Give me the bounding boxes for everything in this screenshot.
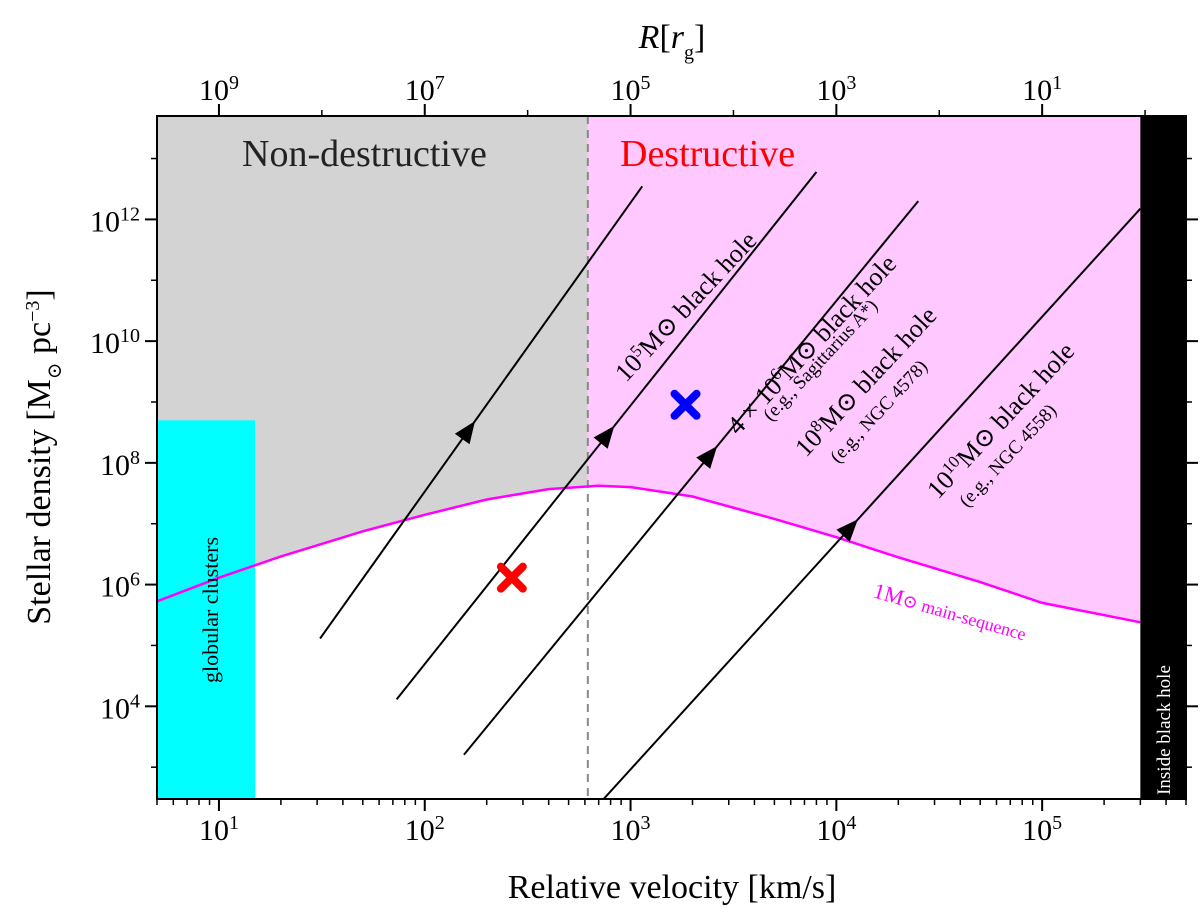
inside-black-hole-region	[1140, 116, 1186, 799]
top-R: R	[638, 19, 660, 56]
x-tick-label-0: 101	[199, 812, 239, 847]
inside-black-hole-label: Inside black hole	[1154, 665, 1175, 795]
x-tick-label-2: 103	[611, 812, 651, 847]
top-r: r	[671, 19, 685, 56]
black-hole-tracks	[319, 171, 1142, 799]
ylabel-main: Stellar density [M	[21, 379, 58, 625]
top-bracket-close: ]	[694, 19, 705, 56]
y-tick-label-0: 104	[100, 690, 140, 725]
bh-track-3	[602, 208, 1142, 799]
ylabel-pc: pc	[21, 322, 58, 363]
marker-1	[670, 389, 701, 420]
marker-0	[496, 562, 527, 593]
top-g: g	[684, 42, 694, 64]
top-axis-title: R[rg]	[638, 19, 706, 64]
x-tick-label-4: 105	[1022, 812, 1062, 847]
ylabel-exp: −3	[22, 301, 44, 322]
top-tick-label-0: 109	[199, 72, 239, 107]
y-tick-label-4: 1012	[90, 203, 140, 238]
plot-area	[157, 116, 1186, 799]
destructive-label: Destructive	[620, 133, 795, 175]
y-tick-label-3: 1010	[90, 325, 140, 360]
y-axis-title: Stellar density [M⊙ pc−3]	[21, 289, 66, 625]
top-tick-label-2: 105	[611, 72, 651, 107]
top-bracket-open: [	[659, 19, 670, 56]
globular-clusters-region	[157, 420, 256, 799]
main-sequence-curve	[157, 484, 1141, 624]
axis-ticks	[145, 104, 1198, 811]
ylabel-sun: ⊙	[44, 362, 66, 379]
x-tick-label-1: 102	[405, 812, 445, 847]
destructive-region	[587, 116, 1186, 623]
top-tick-label-4: 101	[1022, 72, 1062, 107]
axis-tick-labels: 101 102 103 104 105 104 106 108 1010 1012 109 107 10…	[90, 72, 1062, 847]
bh-track-arrow-2	[696, 446, 718, 469]
bh-track-2	[463, 200, 920, 756]
x-tick-label-3: 104	[816, 812, 856, 847]
bh-track-arrow-1	[593, 425, 615, 449]
bh-track-0	[319, 185, 644, 640]
ylabel-close: ]	[21, 289, 58, 300]
top-tick-label-3: 103	[816, 72, 856, 107]
bh-track-arrow-0	[454, 421, 475, 445]
plot-frame	[156, 115, 1187, 800]
x-axis-title: Relative velocity [km/s]	[508, 869, 837, 906]
non-destructive-region	[157, 116, 588, 602]
globular-clusters-label: globular clusters	[198, 537, 223, 683]
markers	[496, 389, 701, 593]
bh-track-arrow-3	[836, 519, 858, 542]
y-tick-label-2: 108	[100, 447, 140, 482]
y-tick-label-1: 106	[100, 569, 140, 604]
non-destructive-label: Non-destructive	[242, 133, 487, 175]
top-tick-label-1: 107	[405, 72, 445, 107]
